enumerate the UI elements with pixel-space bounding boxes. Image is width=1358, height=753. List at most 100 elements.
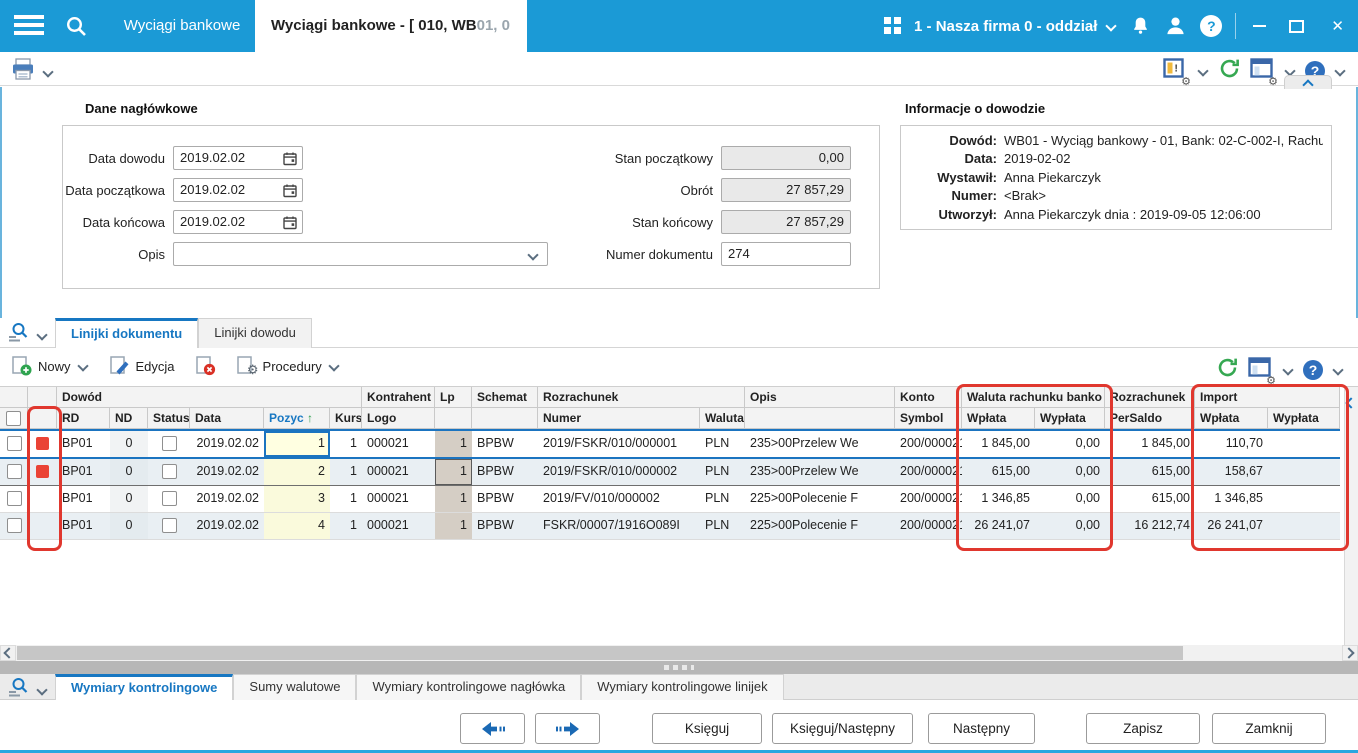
help-chevron-icon[interactable]	[1334, 65, 1345, 76]
table-row[interactable]: BP01 0 2019.02.02 4 1 000021 1 BPBW FSKR…	[0, 513, 1340, 539]
search-icon[interactable]	[64, 13, 88, 44]
numer-dokumentu-field[interactable]: 274	[721, 242, 851, 266]
cell-waluta[interactable]: PLN	[700, 486, 745, 512]
cell-waluta[interactable]: PLN	[700, 513, 745, 539]
data-poczatkowa-field[interactable]: 2019.02.02	[173, 178, 303, 202]
cell-rd[interactable]: BP01	[57, 486, 110, 512]
window-tab-active[interactable]: Wyciągi bankowe - [ 010, WB01, 0	[255, 0, 527, 52]
grid-help-icon[interactable]: ?	[1303, 360, 1323, 380]
row-checkbox[interactable]	[7, 491, 22, 506]
event-log-icon[interactable]: ! ⚙	[1163, 58, 1188, 85]
column-group-konto[interactable]: Konto	[895, 387, 962, 408]
cell-data[interactable]: 2019.02.02	[190, 431, 264, 457]
print-menu-chevron-icon[interactable]	[42, 66, 53, 77]
column-header-wplata[interactable]: Wpłata	[962, 408, 1035, 429]
status-checkbox[interactable]	[162, 464, 177, 479]
column-group-dowod[interactable]: Dowód	[57, 387, 362, 408]
opis-select[interactable]	[173, 242, 548, 266]
user-profile-icon[interactable]	[1164, 14, 1187, 42]
cell-status[interactable]	[148, 486, 190, 512]
grid-settings-chevron-icon[interactable]	[1282, 364, 1293, 375]
ksieguj-nastepny-button[interactable]: Księguj/Następny	[772, 713, 913, 744]
cell-opis[interactable]: 225>00Polecenie F	[745, 513, 895, 539]
cell-wyplata[interactable]: 0,00	[1035, 513, 1105, 539]
status-checkbox[interactable]	[162, 491, 177, 506]
column-group-kontrahent[interactable]: Kontrahent	[362, 387, 435, 408]
grid-columns-settings-icon[interactable]: ⚙	[1248, 357, 1273, 383]
window-tab-list[interactable]: Wyciągi bankowe	[112, 0, 252, 52]
grid-help-chevron-icon[interactable]	[1332, 364, 1343, 375]
cell-pozycja[interactable]: 3	[264, 486, 330, 512]
calendar-icon[interactable]	[283, 215, 297, 230]
cell-konto[interactable]: 200/000021	[895, 431, 962, 457]
select-all-checkbox[interactable]	[6, 411, 21, 426]
column-header-pozycja[interactable]: Pozyc ↑	[264, 408, 330, 429]
column-group-schemat[interactable]: Schemat	[472, 387, 538, 408]
cell-import-wplata[interactable]: 158,67	[1195, 459, 1268, 485]
tab-linijki-dokumentu[interactable]: Linijki dokumentu	[55, 318, 198, 348]
maximize-button[interactable]	[1289, 20, 1304, 33]
column-group-waluta-rachunku[interactable]: Waluta rachunku banko	[962, 387, 1105, 408]
splitter-bar[interactable]	[0, 661, 1358, 674]
cell-opis[interactable]: 235>00Przelew We	[745, 431, 895, 457]
minimize-button[interactable]	[1253, 25, 1266, 27]
cell-numer[interactable]: 2019/FV/010/000002	[538, 486, 700, 512]
cell-lp[interactable]: 1	[435, 513, 472, 539]
cell-wplata[interactable]: 1 845,00	[962, 431, 1035, 457]
cell-wyplata[interactable]: 0,00	[1035, 431, 1105, 457]
cell-kurs[interactable]: 1	[330, 459, 362, 485]
cell-import-wplata[interactable]: 26 241,07	[1195, 513, 1268, 539]
column-group-lp[interactable]: Lp	[435, 387, 472, 408]
column-group-rozrachunek-persaldo[interactable]: Rozrachunek	[1105, 387, 1195, 408]
zapisz-button[interactable]: Zapisz	[1086, 713, 1200, 744]
scroll-left-arrow[interactable]	[0, 645, 16, 661]
new-button[interactable]: Nowy	[12, 356, 89, 376]
cell-status[interactable]	[148, 431, 190, 457]
tab-wymiary-kontrolingowe[interactable]: Wymiary kontrolingowe	[55, 674, 233, 700]
column-header-wyplata[interactable]: Wypłata	[1035, 408, 1105, 429]
side-panel-strip[interactable]	[1344, 387, 1358, 645]
cell-wplata[interactable]: 1 346,85	[962, 486, 1035, 512]
apps-grid-icon[interactable]	[884, 17, 901, 39]
tab-linijki-dowodu[interactable]: Linijki dowodu	[198, 318, 312, 348]
cell-wyplata[interactable]: 0,00	[1035, 486, 1105, 512]
cell-schemat[interactable]: BPBW	[472, 486, 538, 512]
table-row[interactable]: BP01 0 2019.02.02 2 1 000021 1 BPBW 2019…	[0, 459, 1340, 485]
cell-opis[interactable]: 225>00Polecenie F	[745, 486, 895, 512]
cell-numer[interactable]: FSKR/00007/1916O089I	[538, 513, 700, 539]
column-header-symbol[interactable]: Symbol	[895, 408, 962, 429]
cell-nd[interactable]: 0	[110, 431, 148, 457]
cell-konto[interactable]: 200/000021	[895, 486, 962, 512]
previous-record-button[interactable]	[460, 713, 525, 744]
zamknij-button[interactable]: Zamknij	[1212, 713, 1326, 744]
cell-konto[interactable]: 200/000021	[895, 513, 962, 539]
column-header-import-wplata[interactable]: Wpłata	[1195, 408, 1268, 429]
column-group-opis[interactable]: Opis	[745, 387, 895, 408]
cell-nd[interactable]: 0	[110, 459, 148, 485]
cell-lp[interactable]: 1	[435, 486, 472, 512]
cell-import-wyplata[interactable]	[1268, 431, 1340, 457]
column-header-waluta[interactable]: Waluta	[700, 408, 745, 429]
expand-panel-chevron-icon[interactable]	[1345, 397, 1356, 408]
cell-logo[interactable]: 000021	[362, 513, 435, 539]
calendar-icon[interactable]	[283, 183, 297, 198]
column-header-rd[interactable]: RD	[57, 408, 110, 429]
cell-schemat[interactable]: BPBW	[472, 431, 538, 457]
cell-pozycja[interactable]: 4	[264, 513, 330, 539]
cell-data[interactable]: 2019.02.02	[190, 486, 264, 512]
tab-wymiary-kontrolingowe-linijek[interactable]: Wymiary kontrolingowe linijek	[581, 674, 783, 700]
horizontal-scrollbar[interactable]	[0, 645, 1358, 661]
cell-konto[interactable]: 200/000021	[895, 459, 962, 485]
company-selector[interactable]: 1 - Nasza firma 0 - oddział	[914, 18, 1117, 35]
cell-logo[interactable]: 000021	[362, 486, 435, 512]
column-header-logo[interactable]: Logo	[362, 408, 435, 429]
cell-kurs[interactable]: 1	[330, 431, 362, 457]
cell-persaldo[interactable]: 16 212,74	[1105, 513, 1195, 539]
cell-import-wyplata[interactable]	[1268, 513, 1340, 539]
cell-import-wyplata[interactable]	[1268, 459, 1340, 485]
column-header-import-wyplata[interactable]: Wypłata	[1268, 408, 1340, 429]
table-row[interactable]: BP01 0 2019.02.02 3 1 000021 1 BPBW 2019…	[0, 486, 1340, 512]
cell-persaldo[interactable]: 615,00	[1105, 459, 1195, 485]
ksieguj-button[interactable]: Księguj	[652, 713, 762, 744]
table-row[interactable]: BP01 0 2019.02.02 1 1 000021 1 BPBW 2019…	[0, 431, 1340, 457]
